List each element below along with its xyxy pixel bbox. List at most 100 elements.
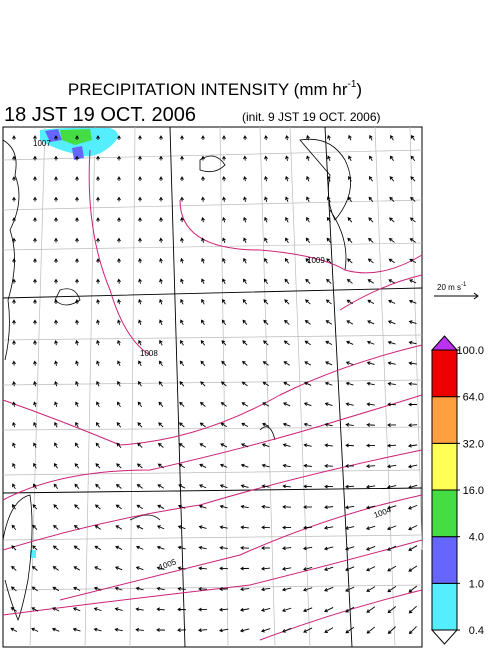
wind-arrow <box>222 135 226 140</box>
colorbar-label: 16.0 <box>463 485 484 497</box>
wind-arrow <box>12 442 16 448</box>
wind-arrow <box>96 401 100 408</box>
wind-arrow <box>323 546 334 551</box>
wind-arrow <box>201 196 205 202</box>
wind-arrow <box>323 566 334 571</box>
wind-arrow <box>74 483 80 489</box>
wind-arrow <box>96 176 100 181</box>
wind-arrow <box>408 525 418 531</box>
wind-arrow <box>200 381 206 387</box>
wind-arrow <box>158 381 164 387</box>
wind-arrow <box>95 483 101 489</box>
wind-arrow <box>219 566 228 571</box>
wind-arrow <box>31 627 39 632</box>
wind-arrow <box>53 524 59 530</box>
wind-arrow <box>346 299 353 305</box>
wind-arrow <box>179 360 185 367</box>
wind-arrow <box>159 237 163 243</box>
colorbar-segment <box>431 489 458 538</box>
wind-arrow <box>243 278 247 285</box>
wind-arrow <box>219 607 229 612</box>
wind-arrow <box>116 442 122 448</box>
wind-arrow <box>262 422 270 427</box>
wind-arrow <box>283 402 291 407</box>
wind-arrow <box>177 586 186 591</box>
wind-arrow <box>54 421 58 428</box>
wind-arrow <box>135 586 144 591</box>
wind-arrow <box>408 381 417 386</box>
wind-arrow <box>75 155 79 161</box>
wind-arrow <box>31 586 38 592</box>
wind-arrow <box>243 155 247 161</box>
wind-arrow <box>347 258 353 264</box>
wind-arrow <box>95 442 101 449</box>
wind-arrow <box>138 237 142 243</box>
wind-arrow <box>12 217 16 222</box>
wind-arrow <box>135 545 144 550</box>
wind-arrow <box>348 175 352 182</box>
wind-arrow <box>31 607 39 612</box>
wind-arrow <box>54 155 58 161</box>
wind-arrow <box>178 443 185 448</box>
wind-arrow <box>240 545 249 550</box>
wind-arrow <box>138 257 142 264</box>
wind-arrow <box>410 196 416 202</box>
wind-arrow <box>222 216 226 223</box>
wind-arrow <box>75 135 79 140</box>
wind-arrow <box>260 628 271 633</box>
wind-arrow <box>388 238 395 243</box>
wind-arrow <box>198 504 207 509</box>
wind-arrow <box>283 361 290 366</box>
wind-arrow <box>408 585 418 593</box>
wind-arrow <box>284 319 290 325</box>
wind-arrow <box>344 546 355 551</box>
wind-arrow <box>180 135 184 140</box>
wind-arrow <box>284 258 290 264</box>
wind-arrow <box>156 607 165 612</box>
wind-arrow <box>303 443 312 448</box>
wind-arrow <box>260 608 271 612</box>
wind-arrow <box>326 258 332 264</box>
wind-arrow <box>12 135 16 140</box>
wind-arrow <box>117 401 121 408</box>
wind-arrow <box>306 155 310 161</box>
wind-arrow <box>180 176 184 181</box>
wind-arrow <box>75 237 79 243</box>
wind-arrow <box>367 258 374 264</box>
wind-arrow <box>345 464 355 468</box>
wind-arrow <box>222 278 226 285</box>
wind-arrow <box>33 462 37 469</box>
wind-arrow <box>135 607 144 612</box>
wind-arrow <box>387 525 397 531</box>
wind-arrow <box>156 628 165 632</box>
wind-arrow <box>178 463 186 469</box>
wind-arrow <box>159 360 163 367</box>
wind-arrow <box>180 216 184 223</box>
wind-arrow <box>96 196 100 202</box>
wind-arrow <box>177 525 186 530</box>
wind-arrow <box>201 278 205 284</box>
wind-arrow <box>180 237 184 243</box>
wind-arrow <box>239 628 250 633</box>
wind-arrow <box>198 525 207 530</box>
wind-arrow <box>282 627 292 633</box>
wind-arrow <box>324 422 333 427</box>
wind-arrow <box>348 155 352 162</box>
wind-arrow <box>10 607 17 612</box>
wind-arrow <box>52 586 60 592</box>
colorbar-over <box>430 335 459 351</box>
wind-arrow <box>138 298 142 305</box>
wind-arrow <box>306 196 310 203</box>
wind-arrow <box>73 524 80 530</box>
wind-arrow <box>201 319 205 326</box>
wind-arrow <box>346 279 353 284</box>
wind-arrow <box>387 381 396 386</box>
wind-arrow <box>387 443 397 448</box>
wind-arrow <box>180 257 184 264</box>
wind-arrow <box>365 505 376 510</box>
wind-arrow <box>365 525 376 530</box>
wind-arrow <box>54 135 58 140</box>
wind-arrow <box>117 319 121 325</box>
wind-arrow <box>201 155 205 161</box>
wind-arrow <box>74 504 80 510</box>
